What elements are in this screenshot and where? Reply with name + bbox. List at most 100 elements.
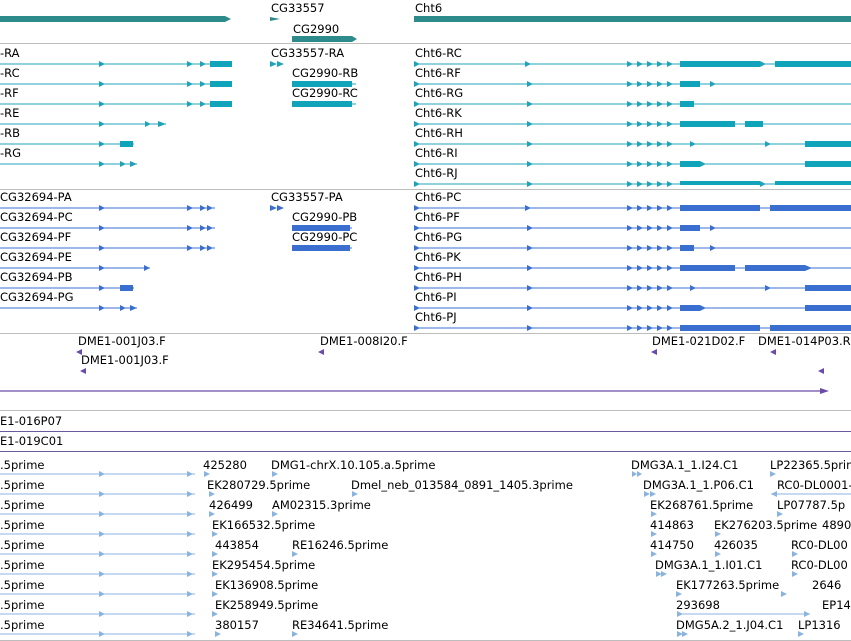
gene-bar-cg2990: [292, 36, 357, 42]
clone-label[interactable]: DME1-014P03.R: [758, 334, 851, 348]
rna-label-cg2990-rb[interactable]: CG2990-RB: [292, 66, 359, 80]
est-label[interactable]: DMG3A.1_1.I24.C1: [631, 458, 739, 472]
track-separator: [0, 333, 851, 334]
protein-label-cht6[interactable]: Cht6-PI: [415, 290, 457, 304]
gene-label-cht6[interactable]: Cht6: [415, 1, 443, 15]
rna-label-cht6[interactable]: Cht6-RF: [415, 66, 461, 80]
est-label[interactable]: .5prime: [0, 498, 45, 512]
rna-label[interactable]: -RG: [0, 146, 22, 160]
gene-bar-left: [0, 16, 231, 22]
est-label[interactable]: DMG5A.2_1.J04.C1: [676, 618, 784, 632]
est-label[interactable]: EK177263.5prime: [676, 578, 780, 592]
protein-label-cht6[interactable]: Cht6-PK: [415, 250, 461, 264]
gene-label-cg33557[interactable]: CG33557: [271, 1, 325, 15]
clone-label[interactable]: DME1-021D02.F: [652, 334, 746, 348]
rna-label-cht6[interactable]: Cht6-RK: [415, 106, 462, 120]
rna-label[interactable]: -RB: [0, 126, 21, 140]
est-label[interactable]: DMG1-chrX.10.105.a.5prime: [271, 458, 436, 472]
est-label[interactable]: DMG3A.1_1.I01.C1: [655, 558, 763, 572]
clone-label[interactable]: E1-019C01: [0, 434, 64, 448]
est-label[interactable]: 426499: [209, 498, 253, 512]
est-label[interactable]: EK136908.5prime: [215, 578, 319, 592]
est-label[interactable]: .5prime: [0, 458, 45, 472]
clone-track: [0, 349, 829, 394]
est-label[interactable]: 380157: [215, 618, 259, 632]
track-separator: [0, 43, 851, 44]
rna-label[interactable]: -RC: [0, 66, 20, 80]
est-label[interactable]: LP07787.5p: [777, 498, 846, 512]
protein-label[interactable]: CG32694-PB: [0, 270, 73, 284]
protein-label-cg33557-pa[interactable]: CG33557-PA: [271, 190, 343, 204]
protein-label[interactable]: CG32694-PE: [0, 250, 72, 264]
gene-bar-cht6: [414, 16, 851, 22]
gene-arrow-cg33557: [270, 17, 280, 21]
rna-label[interactable]: -RF: [0, 86, 19, 100]
est-label[interactable]: 293698: [676, 598, 720, 612]
rna-label-cht6[interactable]: Cht6-RI: [415, 146, 458, 160]
rna-label-cht6[interactable]: Cht6-RH: [415, 126, 463, 140]
protein-label-cht6[interactable]: Cht6-PC: [415, 190, 462, 204]
est-label[interactable]: 414750: [650, 538, 694, 552]
est-label[interactable]: .5prime: [0, 538, 45, 552]
protein-label-cht6[interactable]: Cht6-PF: [415, 210, 460, 224]
est-label[interactable]: EP14: [822, 598, 851, 612]
clone-separator: [0, 451, 851, 452]
est-label[interactable]: EK258949.5prime: [215, 598, 319, 612]
est-label[interactable]: .5prime: [0, 518, 45, 532]
clone-label[interactable]: DME1-008I20.F: [320, 334, 408, 348]
rna-label-cht6[interactable]: Cht6-RJ: [415, 166, 458, 180]
est-label[interactable]: 4890: [822, 518, 851, 532]
est-label[interactable]: .5prime: [0, 618, 45, 632]
est-label[interactable]: EK280729.5prime: [207, 478, 311, 492]
est-label[interactable]: 414863: [650, 518, 694, 532]
protein-label[interactable]: CG32694-PF: [0, 230, 72, 244]
est-track: [0, 473, 851, 635]
est-label[interactable]: RE34641.5prime: [292, 618, 389, 632]
est-label[interactable]: DMG3A.1_1.P06.C1: [643, 478, 754, 492]
est-label[interactable]: 426035: [714, 538, 758, 552]
protein-blocks: [120, 205, 851, 331]
rna-label-cht6[interactable]: Cht6-RC: [415, 46, 462, 60]
est-label[interactable]: .5prime: [0, 558, 45, 572]
rna-blocks: [120, 61, 851, 185]
protein-label[interactable]: CG32694-PG: [0, 290, 74, 304]
clone-label[interactable]: DME1-001J03.F: [78, 334, 166, 348]
rna-label-cht6[interactable]: Cht6-RG: [415, 86, 464, 100]
est-label[interactable]: EK166532.5prime: [212, 518, 316, 532]
est-label[interactable]: 443854: [215, 538, 259, 552]
protein-label[interactable]: CG32694-PA: [0, 190, 72, 204]
rna-label[interactable]: -RE: [0, 106, 20, 120]
est-label[interactable]: 425280: [203, 458, 247, 472]
est-label[interactable]: .5prime: [0, 598, 45, 612]
protein-label-cht6[interactable]: Cht6-PG: [415, 230, 463, 244]
est-label[interactable]: .5prime: [0, 478, 45, 492]
protein-label-cht6[interactable]: Cht6-PJ: [415, 310, 457, 324]
track-separator: [0, 189, 851, 190]
protein-label[interactable]: CG32694-PC: [0, 210, 73, 224]
clone-label[interactable]: DME1-001J03.F: [81, 353, 169, 367]
est-label[interactable]: 2646: [812, 578, 842, 592]
protein-label-cg2990-pc[interactable]: CG2990-PC: [292, 230, 358, 244]
est-label[interactable]: AM02315.3prime: [272, 498, 371, 512]
est-label[interactable]: EK276203.5prime: [714, 518, 818, 532]
est-label[interactable]: Dmel_neb_013584_0891_1405.3prime: [351, 478, 573, 492]
est-label[interactable]: RC0-DL0001-: [777, 478, 851, 492]
rna-label[interactable]: -RA: [0, 46, 20, 60]
clone-label[interactable]: E1-016P07: [0, 414, 63, 428]
protein-label-cg2990-pb[interactable]: CG2990-PB: [292, 210, 358, 224]
est-label[interactable]: LP1316: [798, 618, 841, 632]
protein-label-cht6[interactable]: Cht6-PH: [415, 270, 462, 284]
track-separator: [0, 410, 851, 411]
rna-label-cg33557-ra[interactable]: CG33557-RA: [271, 46, 345, 60]
est-label[interactable]: LP22365.5prime: [770, 458, 851, 472]
rna-label-cg2990-rc[interactable]: CG2990-RC: [292, 86, 358, 100]
est-label[interactable]: RE16246.5prime: [292, 538, 389, 552]
gene-label-cg2990[interactable]: CG2990: [293, 22, 340, 36]
est-label[interactable]: RC0-DL00: [791, 538, 848, 552]
est-label[interactable]: EK295454.5prime: [212, 558, 316, 572]
est-label[interactable]: .5prime: [0, 578, 45, 592]
est-label[interactable]: RC0-DL00: [791, 558, 848, 572]
est-label[interactable]: EK268761.5prime: [650, 498, 754, 512]
gene-track: [0, 16, 851, 42]
